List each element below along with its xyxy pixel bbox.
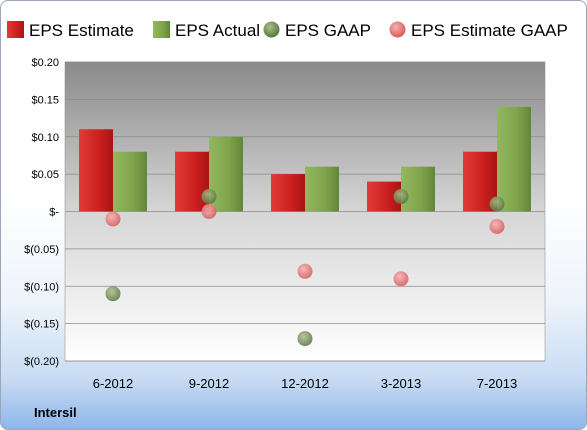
y-tick-label: $(0.05): [24, 244, 59, 256]
point-eps-estimate-gaap-9-2012: [201, 204, 217, 219]
y-tick-label: $0.10: [31, 132, 59, 144]
bar-eps-actual-6-2012: [113, 151, 147, 212]
y-tick-label: $0.15: [31, 94, 59, 106]
y-tick-label: $(0.10): [24, 281, 59, 293]
point-eps-gaap-6-2012: [105, 286, 121, 302]
point-eps-gaap-3-2013: [393, 189, 409, 205]
legend-swatch: [7, 21, 24, 38]
point-eps-estimate-gaap-7-2013: [489, 218, 505, 234]
y-tick-label: $-: [49, 207, 59, 219]
legend-label: EPS GAAP: [285, 21, 371, 40]
point-eps-estimate-gaap-12-2012: [297, 263, 313, 279]
footer-label: Intersil: [34, 405, 77, 420]
legend-swatch: [389, 21, 406, 38]
legend-label: EPS Estimate GAAP: [411, 21, 568, 40]
x-tick-label: 6-2012: [93, 376, 133, 391]
point-eps-gaap-7-2013: [489, 196, 505, 212]
bar-eps-estimate-9-2012: [175, 151, 209, 212]
point-eps-gaap-12-2012: [297, 331, 313, 347]
bar-eps-actual-3-2013: [401, 166, 435, 212]
legend-swatch: [263, 21, 280, 38]
y-tick-label: $(0.15): [24, 319, 59, 331]
legend-label: EPS Actual: [175, 21, 260, 40]
x-tick-label: 7-2013: [477, 376, 517, 391]
point-eps-gaap-9-2012: [201, 189, 217, 205]
bar-eps-actual-7-2013: [497, 106, 531, 212]
point-eps-estimate-gaap-3-2013: [393, 271, 409, 287]
legend-swatch: [153, 21, 170, 38]
bar-eps-actual-12-2012: [305, 166, 339, 212]
bar-eps-estimate-12-2012: [271, 174, 305, 212]
x-tick-label: 9-2012: [189, 376, 229, 391]
point-eps-estimate-gaap-6-2012: [105, 211, 121, 227]
bar-eps-estimate-6-2012: [79, 129, 113, 212]
y-tick-label: $0.05: [31, 169, 59, 181]
legend-label: EPS Estimate: [29, 21, 134, 40]
x-tick-label: 12-2012: [281, 376, 329, 391]
y-tick-label: $0.20: [31, 57, 59, 69]
x-tick-label: 3-2013: [381, 376, 421, 391]
y-tick-label: $(0.20): [24, 356, 59, 368]
